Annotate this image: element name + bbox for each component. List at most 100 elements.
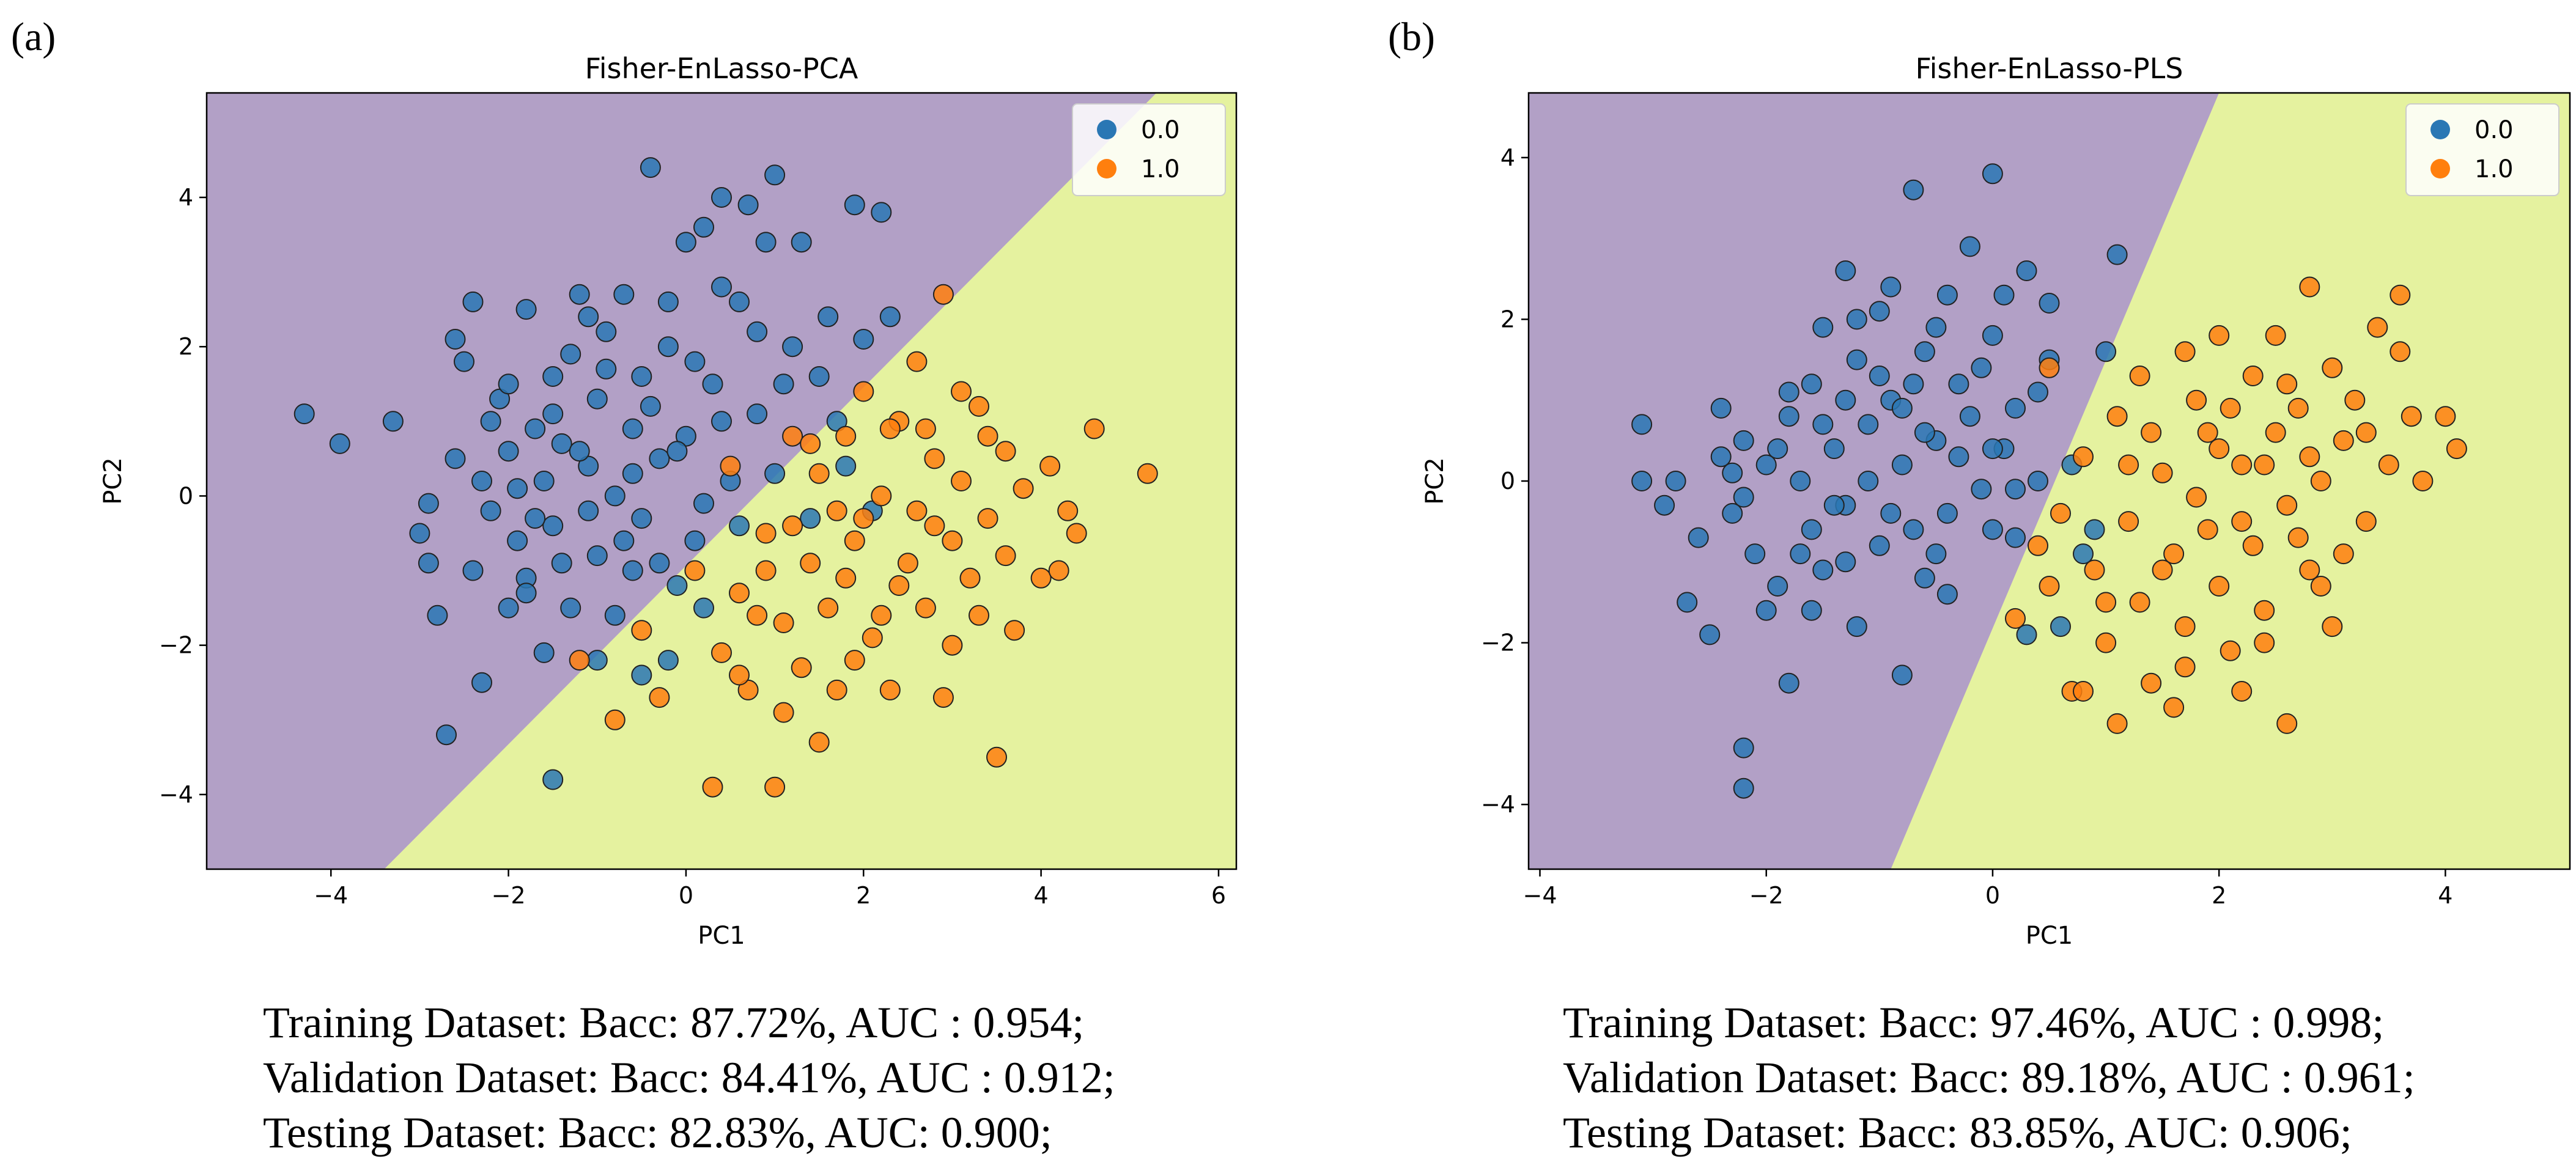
data-point: [2265, 325, 2286, 346]
data-point: [969, 605, 989, 626]
data-point: [800, 433, 821, 454]
data-point: [675, 232, 696, 253]
data-point: [2174, 616, 2196, 638]
data-point: [951, 381, 972, 402]
data-point: [1936, 502, 1958, 524]
data-point: [995, 545, 1016, 567]
data-point: [1993, 284, 2015, 306]
data-point: [862, 627, 883, 649]
data-point: [2265, 422, 2286, 443]
data-point: [1039, 455, 1061, 477]
data-point: [764, 463, 786, 484]
y-axis-label: PC2: [1421, 457, 1449, 505]
data-point: [533, 471, 555, 491]
data-point: [498, 597, 519, 619]
data-point: [515, 299, 537, 320]
data-point: [2073, 446, 2094, 468]
legend-marker: [2430, 159, 2450, 178]
data-point: [2016, 624, 2037, 645]
data-point: [773, 373, 794, 395]
data-point: [1722, 462, 1743, 483]
data-point: [800, 508, 821, 529]
data-point: [2287, 397, 2309, 419]
chart-pca: −4 −2 0 2 4 6 −4 −2 0 2 4 Fisher-EnLasso-PCA PC1 PC2 0…: [99, 52, 1238, 950]
data-point: [2005, 608, 2026, 629]
y-tick-label: −2: [1481, 630, 1515, 656]
x-axis-label: PC1: [698, 922, 745, 950]
x-tick-label: −2: [492, 882, 526, 909]
data-point: [427, 605, 448, 626]
data-point: [1755, 454, 1777, 476]
data-point: [586, 545, 608, 567]
data-point: [569, 650, 590, 671]
data-point: [2254, 632, 2275, 653]
data-point: [782, 425, 803, 447]
region-class-0: [207, 93, 1157, 869]
data-point: [853, 329, 874, 350]
data-point: [2242, 535, 2264, 556]
data-point: [1710, 446, 1732, 468]
data-point: [764, 776, 786, 798]
data-point: [2276, 373, 2298, 395]
data-point: [515, 582, 537, 604]
data-point: [729, 515, 750, 537]
data-point: [711, 411, 732, 432]
data-point: [569, 284, 590, 305]
data-point: [1699, 624, 1721, 645]
data-point: [1835, 260, 1856, 281]
data-point: [1812, 414, 1834, 435]
data-point: [2005, 527, 2026, 548]
legend-label: 0.0: [1141, 116, 1180, 144]
data-point: [711, 642, 732, 663]
y-tick-label: 0: [1500, 468, 1515, 494]
legend-label: 1.0: [1141, 155, 1180, 183]
metrics-validation-line: Validation Dataset: Bacc: 89.18%, AUC : …: [1563, 1053, 2415, 1102]
y-axis-label: PC2: [99, 457, 127, 505]
data-point: [1733, 430, 1754, 451]
data-point: [1959, 406, 1980, 427]
data-point: [498, 373, 519, 395]
data-point: [2276, 713, 2298, 734]
data-point: [2152, 559, 2173, 581]
data-point: [2106, 713, 2128, 734]
data-point: [445, 448, 466, 469]
data-point: [409, 523, 430, 544]
data-point: [755, 523, 777, 544]
data-point: [2118, 454, 2139, 476]
data-point: [1948, 446, 1969, 468]
data-point: [2209, 576, 2230, 597]
data-point: [1778, 406, 1799, 427]
data-point: [684, 530, 706, 551]
data-point: [2141, 672, 2162, 694]
data-point: [879, 679, 901, 700]
data-point: [729, 291, 750, 312]
data-point: [1914, 567, 1935, 589]
data-point: [1880, 276, 1902, 298]
chart-title: Fisher-EnLasso-PLS: [1915, 52, 2183, 85]
data-point: [2028, 535, 2048, 556]
data-point: [800, 553, 821, 574]
data-point: [737, 194, 759, 216]
data-point: [2186, 389, 2207, 411]
data-point: [2242, 366, 2264, 386]
data-point: [1778, 381, 1799, 403]
y-tick-label: 4: [179, 184, 193, 211]
data-point: [1677, 592, 1698, 613]
data-point: [649, 687, 670, 708]
data-point: [569, 441, 590, 462]
data-point: [879, 418, 901, 439]
data-point: [1959, 236, 1980, 257]
data-point: [693, 493, 714, 514]
data-point: [1982, 163, 2003, 185]
legend-label: 0.0: [2475, 116, 2514, 144]
legend-label: 1.0: [2475, 155, 2514, 183]
data-point: [2163, 697, 2185, 718]
data-point: [782, 515, 803, 537]
data-point: [1812, 317, 1834, 338]
data-point: [2401, 406, 2422, 427]
data-point: [1801, 373, 1822, 395]
data-point: [622, 463, 643, 484]
data-point: [2367, 317, 2388, 338]
data-point: [1846, 616, 1867, 638]
series-0.0: [1631, 163, 2128, 799]
